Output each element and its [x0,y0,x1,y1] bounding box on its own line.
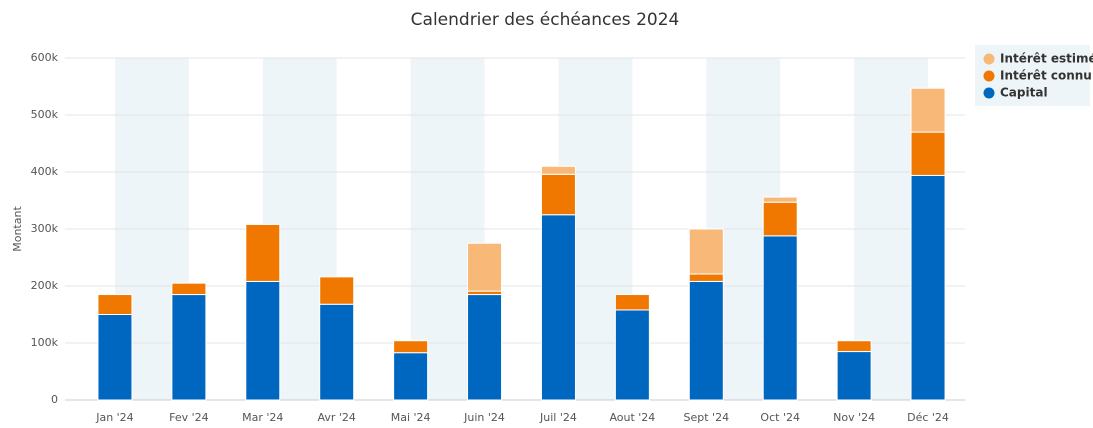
bar-segment [540,165,576,175]
legend-marker [983,70,995,82]
bar-segment [836,351,872,401]
y-tick-label: 400k [31,165,59,178]
bar-segment [393,340,429,354]
y-tick-label: 0 [51,393,58,406]
legend-marker [983,87,995,99]
chart-title: Calendrier des échéances 2024 [411,10,680,30]
bar-segment [910,174,946,401]
x-tick-label: Mai '24 [391,411,431,424]
y-tick-label: 500k [31,108,59,121]
bar-segment [319,303,355,401]
x-tick-label: Juil '24 [539,411,577,424]
bar-segment [245,223,281,282]
bar-segment [319,276,355,305]
bar-segment [97,294,133,315]
bar-segment [614,309,650,401]
legend-label: Capital [1000,86,1048,100]
bar-segment [540,214,576,401]
legend-marker [983,53,995,65]
x-tick-label: Mar '24 [242,411,283,424]
bar-segment [467,294,503,401]
bar-segment [540,173,576,216]
bar-segment [467,290,503,296]
bar-segment [245,280,281,401]
bar-segment [762,196,798,203]
y-tick-label: 200k [31,279,59,292]
x-tick-label: Aout '24 [609,411,655,424]
bar-segment [467,242,503,292]
bar-segment [688,280,724,401]
bar-segment [171,282,207,296]
bar-segment [614,294,650,311]
x-tick-label: Oct '24 [760,411,800,424]
x-tick-label: Jan '24 [95,411,133,424]
y-tick-label: 600k [31,51,59,64]
legend-label: Intérêt connu [1000,69,1092,83]
y-axis-title: Montant [11,206,24,252]
x-tick-label: Déc '24 [907,411,949,424]
bar-segment [171,294,207,401]
bar-segment [688,273,724,282]
bar-segment [97,314,133,401]
x-tick-label: Sept '24 [684,411,730,424]
x-tick-label: Nov '24 [833,411,875,424]
y-tick-label: 300k [31,222,59,235]
x-tick-label: Fev '24 [169,411,209,424]
bar-segment [762,201,798,237]
x-tick-label: Juin '24 [463,411,505,424]
bar-segment [910,131,946,176]
bar-segment [393,352,429,401]
x-tick-label: Avr '24 [317,411,355,424]
legend-label: Intérêt estimé [1000,52,1093,66]
bar-segment [688,228,724,275]
bar-segment [836,340,872,353]
y-tick-label: 100k [31,336,59,349]
bar-segment [910,87,946,133]
bar-segment [762,235,798,401]
